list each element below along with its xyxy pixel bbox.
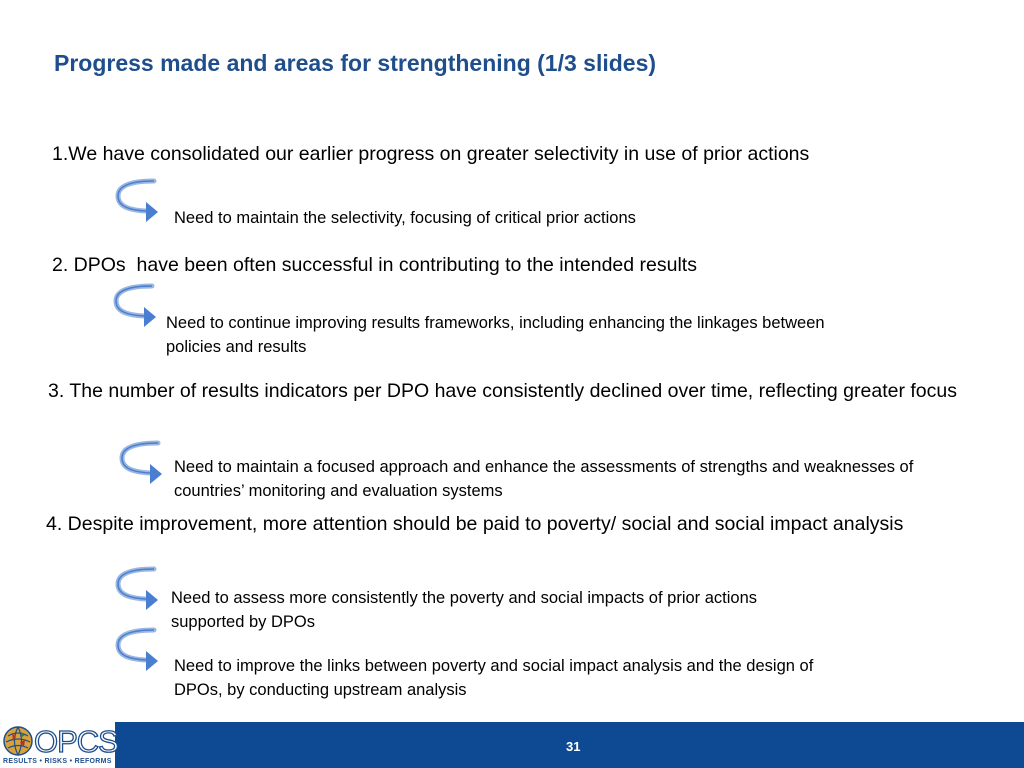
point-1-text: 1.We have consolidated our earlier progr…: [52, 141, 809, 167]
curved-arrow-icon: [110, 566, 160, 614]
opcs-logo: OPCS RESULTS • RISKS • REFORMS: [0, 722, 115, 768]
point-3-action-1: Need to maintain a focused approach and …: [174, 455, 954, 503]
logo-tagline: RESULTS • RISKS • REFORMS: [3, 758, 112, 765]
point-4-text: 4. Despite improvement, more attention s…: [46, 511, 986, 537]
point-4-action-1: Need to assess more consistently the pov…: [171, 586, 831, 634]
curved-arrow-icon: [114, 440, 164, 488]
point-2-text: 2. DPOs have been often successful in co…: [52, 252, 697, 278]
point-1-action-1: Need to maintain the selectivity, focusi…: [174, 206, 636, 230]
curved-arrow-icon: [110, 178, 160, 226]
point-4-action-2: Need to improve the links between povert…: [174, 654, 854, 702]
globe-icon: [3, 726, 33, 756]
logo-text: OPCS: [34, 725, 118, 759]
slide-title: Progress made and areas for strengthenin…: [54, 50, 656, 77]
curved-arrow-icon: [110, 627, 160, 675]
footer-bar: OPCS RESULTS • RISKS • REFORMS: [0, 722, 1024, 768]
point-2-action-1: Need to continue improving results frame…: [166, 311, 826, 359]
page-number: 31: [566, 739, 580, 754]
curved-arrow-icon: [108, 283, 158, 331]
point-3-text: 3. The number of results indicators per …: [48, 378, 988, 404]
